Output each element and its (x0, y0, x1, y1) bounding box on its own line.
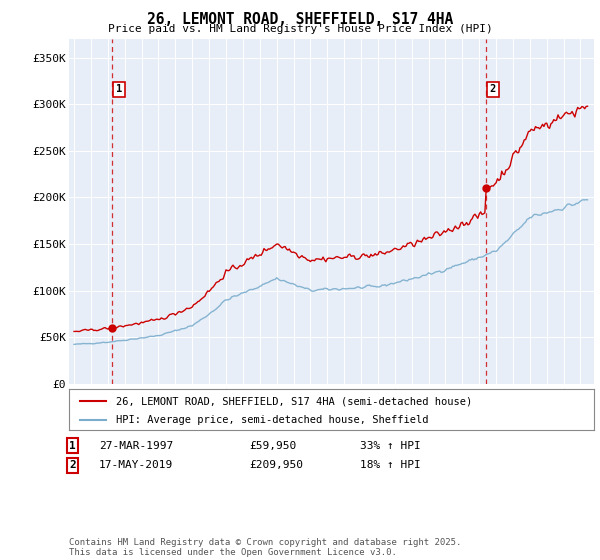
Text: £59,950: £59,950 (249, 441, 296, 451)
Text: HPI: Average price, semi-detached house, Sheffield: HPI: Average price, semi-detached house,… (116, 415, 429, 425)
Text: 17-MAY-2019: 17-MAY-2019 (99, 460, 173, 470)
Text: 26, LEMONT ROAD, SHEFFIELD, S17 4HA (semi-detached house): 26, LEMONT ROAD, SHEFFIELD, S17 4HA (sem… (116, 396, 473, 407)
Text: Price paid vs. HM Land Registry's House Price Index (HPI): Price paid vs. HM Land Registry's House … (107, 24, 493, 34)
Text: 1: 1 (69, 441, 76, 451)
Text: 2: 2 (69, 460, 76, 470)
Text: 33% ↑ HPI: 33% ↑ HPI (360, 441, 421, 451)
Text: Contains HM Land Registry data © Crown copyright and database right 2025.
This d: Contains HM Land Registry data © Crown c… (69, 538, 461, 557)
Text: 27-MAR-1997: 27-MAR-1997 (99, 441, 173, 451)
Text: 18% ↑ HPI: 18% ↑ HPI (360, 460, 421, 470)
Text: 2: 2 (490, 84, 496, 94)
Text: £209,950: £209,950 (249, 460, 303, 470)
Text: 1: 1 (116, 84, 122, 94)
Text: 26, LEMONT ROAD, SHEFFIELD, S17 4HA: 26, LEMONT ROAD, SHEFFIELD, S17 4HA (147, 12, 453, 27)
